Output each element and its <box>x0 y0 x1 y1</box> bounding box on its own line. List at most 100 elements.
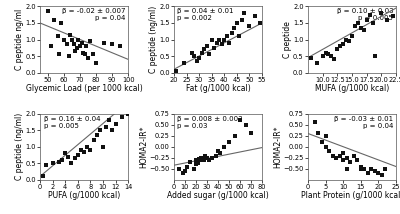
Y-axis label: HOMA2-IR*: HOMA2-IR* <box>273 125 282 168</box>
Point <box>237 119 243 122</box>
Point <box>349 34 355 38</box>
Point <box>312 121 318 124</box>
Point <box>220 145 227 148</box>
Text: β = -0.02 ± 0.007
p = 0.04: β = -0.02 ± 0.007 p = 0.04 <box>62 8 126 21</box>
Point <box>198 158 205 162</box>
Point <box>354 158 360 162</box>
Point <box>369 21 376 25</box>
Point <box>360 28 367 31</box>
Point <box>368 167 374 170</box>
Point <box>62 152 68 155</box>
Point <box>248 132 254 135</box>
Point <box>180 171 186 175</box>
Point <box>191 54 197 58</box>
X-axis label: Plant Protein (g/1000 kcal): Plant Protein (g/1000 kcal) <box>301 191 400 200</box>
Point <box>103 125 109 129</box>
Point <box>239 18 245 21</box>
Point <box>82 53 88 56</box>
Point <box>344 167 350 170</box>
Point <box>48 44 54 48</box>
Point <box>173 69 180 73</box>
Point <box>216 38 222 41</box>
Y-axis label: C peptide (ng/ml): C peptide (ng/ml) <box>15 113 24 180</box>
Point <box>195 162 201 165</box>
Point <box>94 133 100 137</box>
Point <box>322 145 329 148</box>
Point <box>72 157 78 160</box>
Point <box>65 155 72 158</box>
Point <box>68 162 75 165</box>
Point <box>96 128 103 132</box>
Point <box>375 171 382 175</box>
Point <box>358 167 364 170</box>
Point <box>200 158 207 162</box>
Point <box>340 43 346 46</box>
Point <box>101 41 107 45</box>
Point <box>40 175 46 178</box>
Point <box>196 56 202 59</box>
Point <box>364 18 370 21</box>
Point <box>384 18 390 21</box>
Point <box>325 53 332 56</box>
Point <box>329 154 336 157</box>
X-axis label: Added sugar (g/1000 kcal): Added sugar (g/1000 kcal) <box>167 191 269 200</box>
Point <box>378 11 384 15</box>
Point <box>112 122 119 125</box>
Point <box>86 39 93 43</box>
Point <box>355 21 361 25</box>
Point <box>256 21 263 25</box>
Point <box>80 51 86 54</box>
Point <box>231 134 238 137</box>
Point <box>214 41 220 45</box>
Point <box>61 38 67 41</box>
Point <box>241 11 248 15</box>
Text: β = 0.16 ± 0.04
p = 0.005: β = 0.16 ± 0.04 p = 0.005 <box>44 116 100 129</box>
Y-axis label: C peptide: C peptide <box>283 21 292 58</box>
Y-axis label: C peptide (ng/ml): C peptide (ng/ml) <box>149 6 158 73</box>
Point <box>234 21 240 25</box>
Point <box>58 21 64 25</box>
Point <box>358 26 364 30</box>
Point <box>64 43 70 46</box>
Point <box>45 10 51 13</box>
Point <box>109 43 115 46</box>
Point <box>182 169 188 173</box>
Point <box>217 152 224 155</box>
Point <box>224 34 230 38</box>
Point <box>319 54 326 58</box>
Point <box>117 44 123 48</box>
Point <box>251 15 258 18</box>
Point <box>187 160 194 164</box>
Point <box>314 61 320 64</box>
Point <box>74 153 81 157</box>
X-axis label: MUFA (g/1000 kcal): MUFA (g/1000 kcal) <box>315 84 389 93</box>
Point <box>70 43 77 46</box>
Point <box>236 34 243 38</box>
Point <box>78 148 84 152</box>
X-axis label: Fat (g/1000 kcal): Fat (g/1000 kcal) <box>186 84 250 93</box>
Point <box>204 44 210 48</box>
Point <box>198 51 205 54</box>
Point <box>90 138 97 142</box>
Point <box>226 141 232 144</box>
Point <box>67 33 74 36</box>
Point <box>193 163 199 166</box>
Point <box>83 44 90 48</box>
Point <box>208 38 215 41</box>
Point <box>328 54 334 58</box>
Y-axis label: C peptide ng/ml: C peptide ng/ml <box>15 9 24 70</box>
Point <box>365 171 371 175</box>
Point <box>59 158 65 162</box>
Point <box>231 26 238 30</box>
Text: β = 0.04 ± 0.01
p = 0.002: β = 0.04 ± 0.01 p = 0.002 <box>178 8 234 21</box>
Y-axis label: HOMA2-IR*: HOMA2-IR* <box>139 125 148 168</box>
Point <box>188 51 195 54</box>
Point <box>72 49 78 53</box>
Point <box>196 157 202 161</box>
X-axis label: Glycemic Load (per 1000 kcal): Glycemic Load (per 1000 kcal) <box>26 84 142 93</box>
Point <box>198 156 205 159</box>
Text: β = 0.10 ± 0.03
p = 0.005: β = 0.10 ± 0.03 p = 0.005 <box>337 8 393 21</box>
Point <box>246 25 253 28</box>
Point <box>78 41 85 45</box>
Point <box>190 167 197 170</box>
